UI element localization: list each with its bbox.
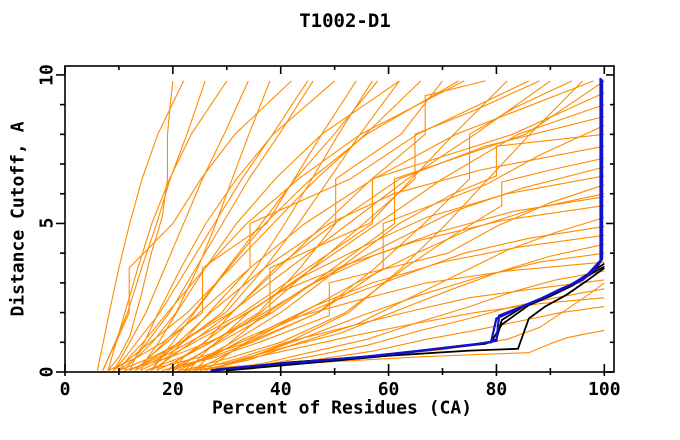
model-52-curve	[134, 92, 605, 371]
model-02-curve	[102, 80, 206, 371]
y-tick-label-0: 0	[36, 366, 58, 378]
model-34-curve	[172, 225, 605, 372]
model-35-curve	[204, 234, 605, 371]
model-07-curve	[123, 80, 314, 371]
model-05-curve	[118, 80, 271, 371]
model-53-curve	[194, 196, 605, 371]
model-49-curve	[150, 80, 459, 371]
model-45-curve	[183, 329, 605, 372]
model-18-curve	[129, 80, 551, 371]
model-01-curve	[96, 80, 185, 371]
model-25-curve	[178, 133, 605, 371]
model-40-curve	[188, 279, 605, 372]
plot-border	[64, 65, 615, 373]
x-tick-label-40: 40	[269, 379, 292, 400]
model-06-curve	[102, 80, 292, 371]
model-33-curve	[199, 216, 605, 372]
model-16-curve	[124, 80, 508, 372]
model-23-curve	[172, 115, 605, 371]
highlight-2-curve	[215, 79, 604, 371]
y-tick-label-10: 10	[36, 64, 58, 86]
x-tick-label-100: 100	[588, 379, 621, 400]
model-54-curve	[118, 80, 400, 372]
x-tick-label-0: 0	[59, 379, 71, 400]
model-03-curve	[107, 80, 228, 371]
model-14-curve	[118, 80, 465, 371]
x-axis-label: Percent of Residues (CA)	[211, 397, 473, 419]
model-51-curve	[205, 80, 584, 372]
x-tick-label-60: 60	[377, 379, 400, 400]
model-39-curve	[215, 270, 605, 372]
model-22-curve	[140, 104, 605, 371]
model-32-curve	[167, 205, 605, 371]
model-04-curve	[113, 80, 249, 371]
model-27-curve	[183, 157, 605, 372]
model-50-curve	[172, 80, 540, 371]
model-47-curve	[113, 80, 309, 371]
model-20-curve	[134, 80, 594, 371]
model-36-curve	[178, 243, 605, 372]
model-38-curve	[183, 261, 605, 371]
x-tick-label-20: 20	[162, 379, 184, 400]
model-12-curve	[113, 80, 422, 371]
chart-title: T1002-D1	[299, 10, 391, 32]
model-09-curve	[107, 80, 357, 372]
y-tick-label-5: 5	[36, 218, 58, 229]
model-44-curve	[107, 80, 174, 371]
x-tick-label-80: 80	[485, 379, 508, 400]
curves-group	[96, 77, 605, 372]
reference-3-curve	[226, 267, 605, 372]
model-48-curve	[129, 80, 373, 371]
